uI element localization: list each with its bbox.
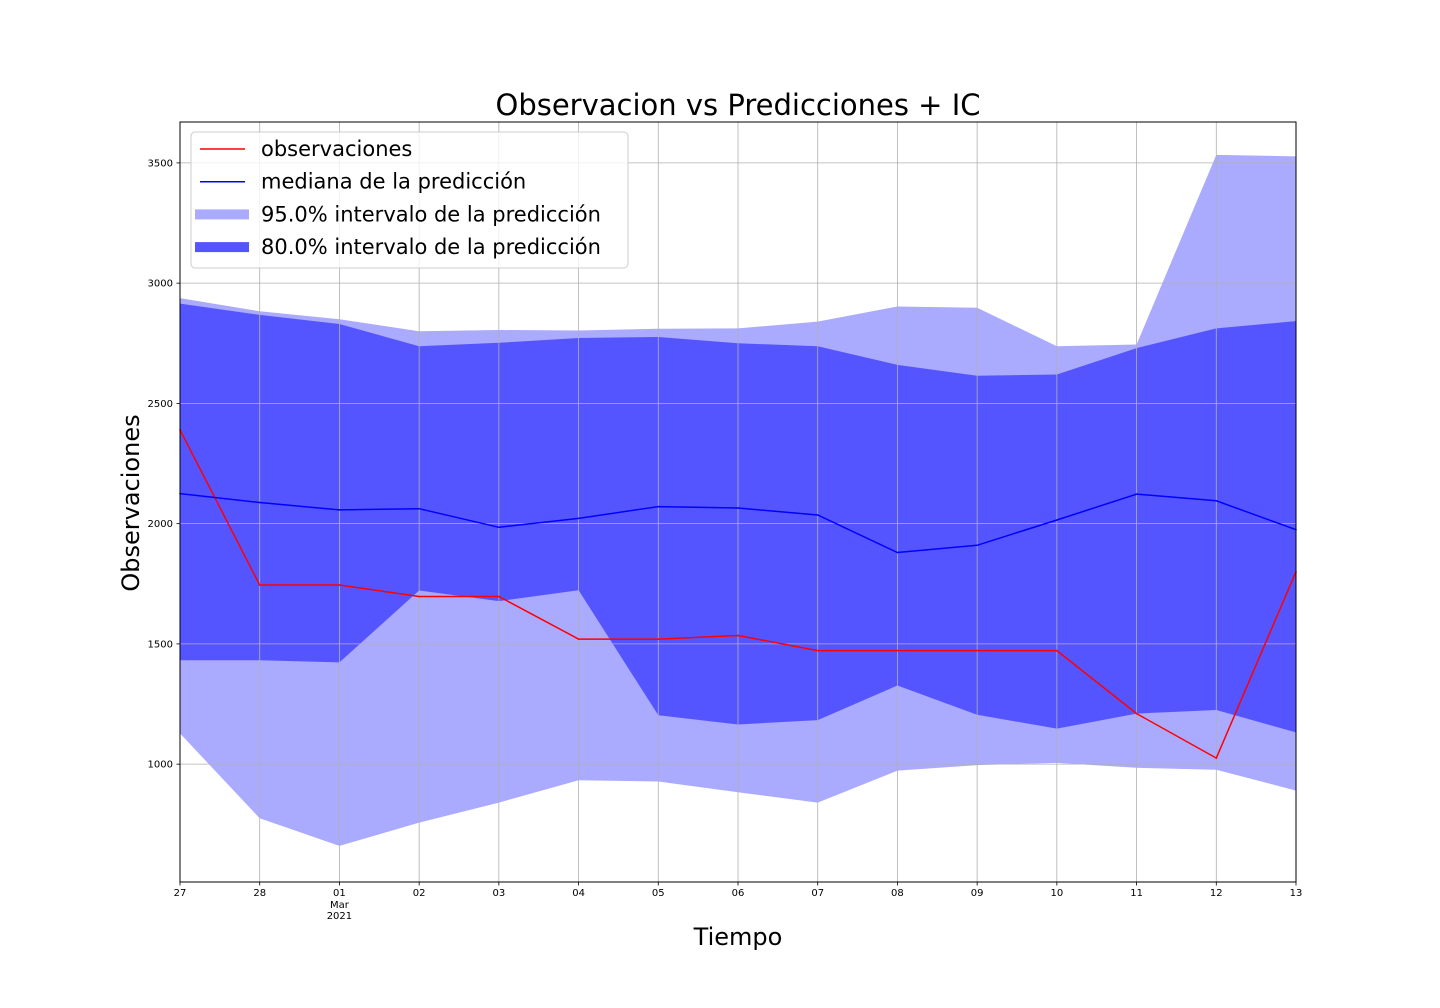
y-tick-label: 2500 [148,399,173,410]
data-point [1215,499,1218,502]
legend-label-80-0-intervalo-de-la-predicci-n: 80.0% intervalo de la predicción [261,235,601,259]
data-point [1135,712,1138,715]
data-point [976,544,978,547]
y-tick-label: 3500 [148,158,173,169]
series-lines [179,429,1297,760]
data-point [896,551,899,554]
x-tick-label: 12 [1210,888,1223,899]
x-tick-label: 03 [492,888,505,899]
y-tick-label: 1500 [148,639,173,650]
x-tick-label: 06 [732,888,745,899]
y-tick-label: 1000 [148,760,173,771]
x-tick-label: 13 [1290,888,1303,899]
y-axis-ticks: 1000 1500 2000 2500 3000 3500 [148,158,180,771]
legend-swatch-80-0-intervalo-de-la-predicci-n [195,242,249,253]
legend-label-observaciones: observaciones [261,137,412,161]
y-tick-label: 3000 [148,279,173,290]
x-tick-label: 10 [1050,888,1063,899]
data-point [258,501,261,504]
data-point [577,638,580,640]
data-point [338,584,341,586]
y-axis-title: Observaciones [117,414,145,591]
data-point [896,649,899,652]
data-point [1056,519,1058,521]
data-point [498,526,500,529]
x-tick-label: 04 [572,888,585,899]
data-point [338,509,341,511]
legend-label-mediana-de-la-predicci-n: mediana de la predicción [261,170,526,194]
data-point [498,595,500,598]
x-tick-sublabel: Mar [330,900,350,911]
data-point [258,584,261,586]
x-tick-label: 07 [811,888,824,899]
data-point [418,595,420,598]
data-point [1056,649,1058,652]
data-point [816,514,819,516]
x-tick-label: 05 [652,888,665,899]
data-point [657,638,660,640]
legend-label-95-0-intervalo-de-la-predicci-n: 95.0% intervalo de la predicción [261,202,601,226]
legend-frame [190,131,629,269]
x-tick-label: 01 [333,888,346,899]
data-point [1135,493,1138,495]
data-point [418,507,420,510]
data-point [816,649,819,652]
y-tick-label: 2000 [148,519,173,530]
data-point [737,634,739,637]
x-tick-label: 08 [891,888,904,899]
points-mediana-de-la-predicci-n [179,492,1297,554]
x-axis-title: Tiempo [693,923,783,951]
x-tick-label: 02 [413,888,426,899]
data-point [737,507,739,509]
data-point [577,517,580,520]
x-tick-label: 27 [174,888,187,899]
x-tick-label: 11 [1130,888,1143,899]
data-point [976,649,978,652]
x-tick-label: 09 [971,888,984,899]
x-tick-label: 28 [253,888,266,899]
x-tick-sublabel: 2021 [327,911,352,922]
data-point [657,505,660,508]
data-point [1215,757,1218,759]
legend-swatch-95-0-intervalo-de-la-predicci-n [195,209,249,220]
chart-title: Observacion vs Predicciones + IC [496,88,981,122]
legend: observaciones mediana de la predicción 95.… [190,131,629,269]
